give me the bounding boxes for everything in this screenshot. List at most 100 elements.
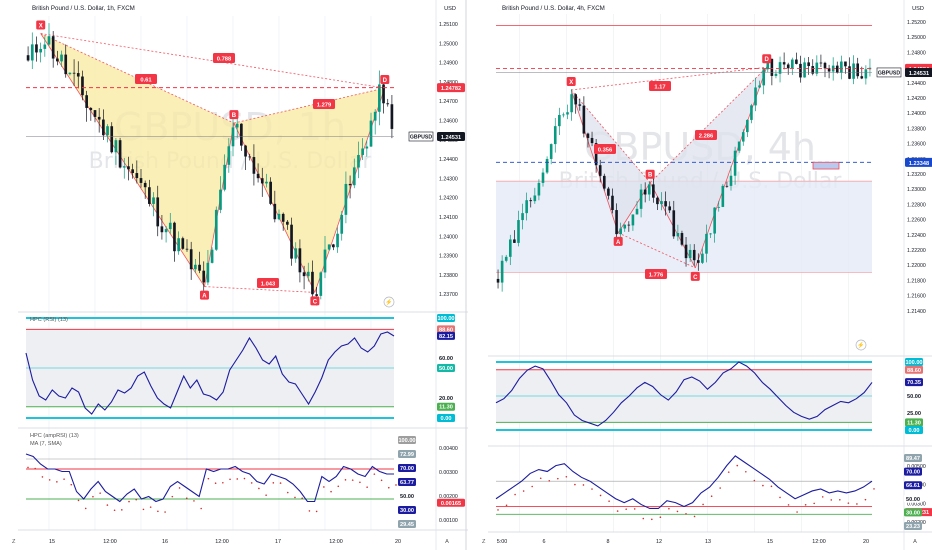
candle: [594, 143, 598, 166]
candle: [811, 66, 815, 74]
candle: [365, 146, 369, 149]
osc2-dot: [548, 480, 551, 482]
osc1-tag-text: 70.35: [907, 380, 921, 386]
osc2-dot: [84, 507, 87, 510]
price-tick: 1.24200: [439, 196, 458, 202]
candle: [51, 36, 55, 59]
osc2-dot: [128, 500, 130, 503]
osc1-tag-text: 0.00: [909, 428, 920, 434]
candle: [273, 203, 277, 220]
pattern-point-x: X: [36, 20, 46, 30]
osc2-line: [25, 453, 394, 503]
candle: [168, 222, 172, 230]
candle: [513, 239, 516, 243]
osc2-tag-bg: [398, 520, 416, 528]
osc2-dot: [294, 496, 296, 499]
candle: [219, 189, 222, 210]
lightning-icon[interactable]: [383, 296, 395, 308]
osc2-dot: [736, 464, 739, 467]
price-tick: 1.23000: [907, 187, 926, 193]
candle: [26, 55, 30, 61]
symbol-tag-bg: [876, 67, 902, 78]
osc2-dot: [745, 470, 747, 473]
osc1-tag-bg: [905, 392, 923, 400]
pattern-point-c: C: [310, 296, 320, 306]
point-badge: [645, 169, 655, 179]
osc1-tag-bg: [437, 402, 455, 411]
price-tick: 1.24900: [439, 61, 458, 67]
osc2-value-tag-text: 0.00165: [441, 501, 461, 507]
candle: [639, 189, 643, 209]
candle: [60, 54, 63, 62]
osc2-dot: [330, 490, 332, 493]
osc2-dot: [685, 513, 687, 515]
osc1-tag-bg: [905, 409, 923, 417]
price-tick: 1.23600: [907, 142, 926, 148]
auto-scale-button[interactable]: A: [445, 539, 449, 545]
osc2-dot: [185, 497, 188, 500]
candle: [265, 181, 268, 184]
osc2-dot: [839, 499, 841, 501]
osc2-dot: [762, 484, 764, 487]
point-label: A: [202, 294, 207, 300]
candle: [827, 68, 831, 72]
candle: [553, 126, 557, 145]
candle: [194, 264, 197, 270]
osc2-dot: [121, 509, 123, 511]
auto-scale-button[interactable]: A: [913, 539, 917, 545]
osc1-tag-bg: [905, 358, 923, 366]
ratio-text: 0.61: [140, 78, 152, 84]
time-tick: 17: [275, 539, 281, 545]
left-chart-pane[interactable]: British Pound / U.S. Dollar, 1h, FXCM USD…: [12, 0, 468, 550]
candle: [68, 72, 72, 75]
candle: [656, 197, 659, 205]
price-tick: 1.22600: [907, 218, 926, 224]
osc1-tag: 70.35: [905, 378, 923, 387]
time-tick: 15: [49, 539, 55, 545]
candle: [202, 270, 206, 283]
osc2-dot: [864, 498, 867, 501]
price-tick: 1.22800: [907, 202, 926, 208]
candle: [256, 173, 260, 179]
ratio-text: 2.286: [699, 134, 714, 140]
candle: [729, 175, 733, 186]
blue-level-tag-bg: [905, 157, 932, 167]
ratio-label: 1.17: [649, 81, 671, 91]
osc2-dot: [727, 471, 730, 473]
osc2-dot: [178, 487, 181, 489]
ratio-label: 2.286: [695, 130, 717, 140]
target-price-tag: 1.24782: [437, 83, 465, 93]
candle: [118, 140, 122, 168]
candle: [676, 233, 680, 237]
osc2-dot: [821, 496, 824, 498]
candle: [378, 84, 381, 112]
lightning-icon[interactable]: [855, 339, 867, 351]
time-tick: 12:00: [812, 539, 826, 545]
candle: [244, 145, 247, 157]
right-chart-pane[interactable]: British Pound / U.S. Dollar, 4h, FXCM USD…: [482, 0, 932, 550]
osc2-dot: [258, 487, 260, 490]
candle: [319, 272, 323, 296]
osc2-dot: [214, 482, 217, 485]
candle: [386, 103, 390, 105]
osc1-tag-bg: [905, 365, 923, 374]
osc1-tag-bg: [905, 426, 923, 434]
osc2-dot: [265, 494, 267, 496]
price-tick: 1.23200: [907, 172, 926, 178]
candle: [323, 249, 327, 273]
price-tick: 1.21800: [907, 278, 926, 284]
candle: [348, 183, 352, 186]
price-tick: 1.24700: [439, 99, 458, 105]
osc2-dot: [796, 511, 798, 513]
osc2-tag-bg: [398, 464, 416, 472]
candle: [382, 84, 385, 104]
osc2-dot: [830, 499, 833, 501]
point-label: C: [693, 275, 698, 281]
price-tick: 1.25000: [439, 41, 458, 47]
ratio-label: 1.776: [645, 269, 667, 279]
lightning-glyph: ⚡: [857, 341, 864, 349]
osc1-tag: 25.00: [905, 409, 923, 417]
osc2-dot: [856, 503, 858, 505]
candle: [332, 244, 335, 248]
osc2-tag-bg: [904, 454, 922, 462]
